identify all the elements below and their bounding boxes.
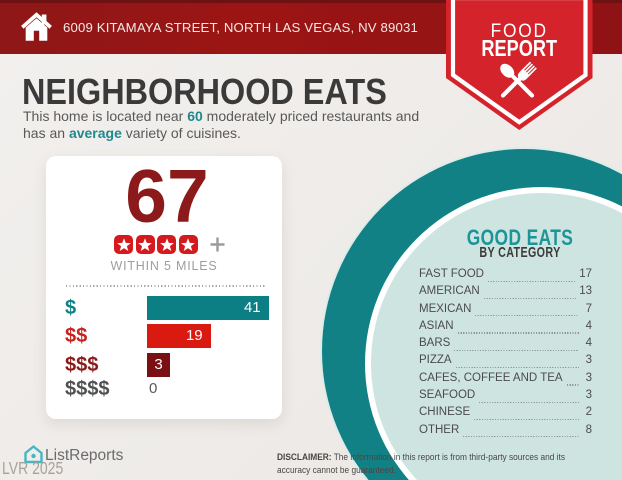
svg-text:REPORT: REPORT (481, 36, 557, 62)
svg-text:FOOD: FOOD (491, 19, 548, 41)
